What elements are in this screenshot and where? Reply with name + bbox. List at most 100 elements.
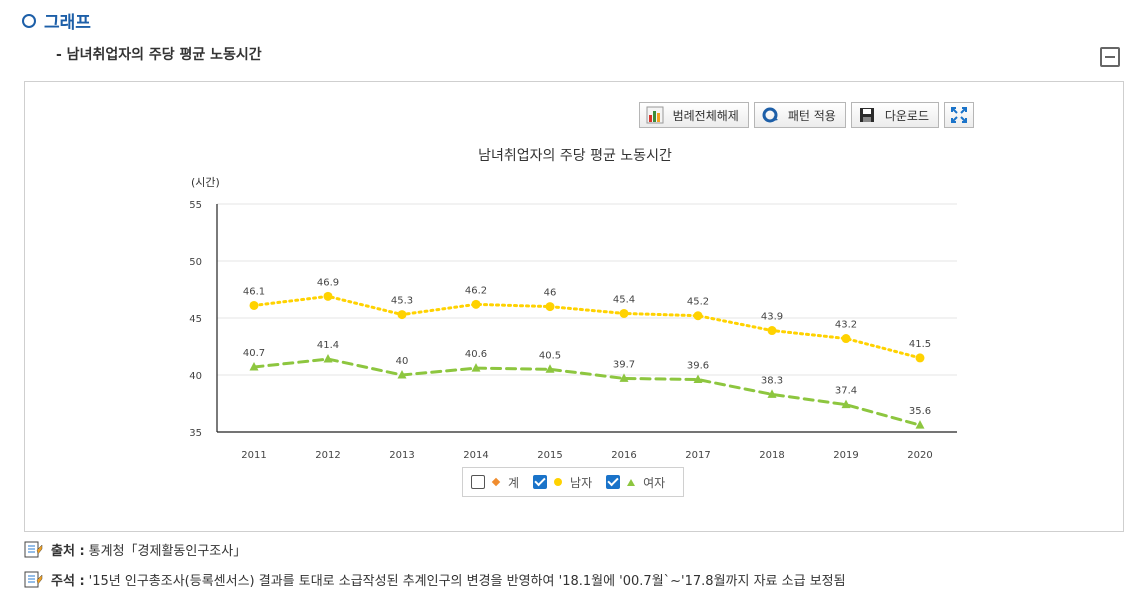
note-label: 주석 : [51,574,85,589]
data-point[interactable] [323,291,333,301]
x-tick-label: 2016 [611,450,636,461]
legend-item-total[interactable]: 계 [471,474,519,491]
y-tick-label: 35 [189,428,202,439]
chart-subtitle: - 남녀취업자의 주당 평균 노동시간 [56,47,262,63]
pattern-apply-button[interactable]: 패턴 적용 [753,102,846,128]
y-tick-label: 45 [189,314,202,325]
collapse-minus-icon[interactable] [1100,47,1120,67]
legend-checkbox-total[interactable] [471,475,485,489]
series-line [252,357,922,427]
data-point[interactable] [915,420,925,429]
data-label: 45.4 [613,294,635,305]
data-label: 45.2 [687,297,709,308]
data-label: 46.1 [243,286,265,297]
legend-label-total: 계 [508,475,520,490]
legend-item-female[interactable]: 여자 [606,474,665,491]
x-tick-label: 2017 [685,450,710,461]
chart-title: 남녀취업자의 주당 평균 노동시간 [478,148,672,164]
data-point[interactable] [249,300,259,310]
chart-axes: 35 40 45 50 55 2011 2012 2013 2014 2015 2016 2017 20… [189,200,957,461]
y-tick-label: 40 [189,371,202,382]
series-line [252,294,922,360]
triangle-marker-icon [627,478,636,486]
save-disk-icon [859,108,874,122]
source-label: 출처 : [51,544,85,559]
x-tick-label: 2014 [463,450,488,461]
data-point[interactable] [619,308,629,318]
data-point[interactable] [471,363,481,372]
book-note-icon [24,571,43,588]
data-label: 40 [396,356,409,367]
legend-toggle-button[interactable]: 범례전체해제 [638,102,749,128]
data-point[interactable] [767,389,777,398]
series-female: 40.7 41.4 40 40.6 40.5 39.7 39.6 38.3 37.4 35.6 [243,340,931,429]
data-point[interactable] [693,311,703,321]
x-tick-label: 2018 [759,450,784,461]
data-label: 43.2 [835,320,857,331]
y-axis-unit-label: (시간) [191,176,220,189]
data-point[interactable] [693,374,703,384]
data-point[interactable] [397,370,407,379]
data-point[interactable] [915,353,925,363]
section-title-text: 그래프 [44,13,91,33]
series-male: 46.1 46.9 45.3 46.2 46 45.4 45.2 43.9 43.2 41.5 [243,277,931,363]
legend-label-female: 여자 [643,475,666,490]
data-point[interactable] [841,334,851,344]
data-point[interactable] [619,373,629,382]
x-tick-label: 2013 [389,450,414,461]
data-label: 40.5 [539,350,561,361]
legend-toggle-label: 범례전체해제 [672,108,739,123]
line-chart: 남녀취업자의 주당 평균 노동시간 (시간) 35 40 45 50 55 2011 201… [189,148,957,461]
data-label: 40.7 [243,348,265,359]
source-note: 출처 : 통계청「경제활동인구조사」 [24,540,246,559]
circle-marker-icon [554,478,563,486]
x-tick-label: 2012 [315,450,340,461]
data-point[interactable] [767,326,777,336]
legend-label-male: 남자 [570,475,593,490]
section-title: 그래프 [22,8,91,33]
chart-legend: 계 남자 여자 [462,467,684,497]
circle-bullet-icon [22,13,36,28]
x-tick-label: 2020 [907,450,932,461]
data-label: 46.9 [317,277,339,288]
legend-checkbox-female[interactable] [606,475,621,489]
note-text: '15년 인구총조사(등록센서스) 결과를 토대로 소급작성된 추계인구의 변경… [88,574,846,589]
expand-arrows-icon [951,107,967,123]
y-tick-label: 55 [189,200,202,211]
data-label: 46.2 [465,285,487,296]
footnote: 주석 : '15년 인구총조사(등록센서스) 결과를 토대로 소급작성된 추계인… [24,570,846,589]
diamond-marker-icon [491,477,501,487]
data-label: 37.4 [835,386,857,397]
data-label: 38.3 [761,375,783,386]
download-label: 다운로드 [884,108,929,123]
chart-toolbar: 범례전체해제 패턴 적용 다운로드 [638,102,939,128]
bar-chart-icon [646,106,664,124]
data-label: 40.6 [465,349,487,360]
download-button[interactable]: 다운로드 [850,102,939,128]
data-point[interactable] [545,302,555,312]
data-label: 46 [544,288,557,299]
data-label: 43.9 [761,312,783,323]
legend-item-male[interactable]: 남자 [533,474,592,491]
x-tick-label: 2011 [241,450,266,461]
chart-panel: 범례전체해제 패턴 적용 다운로드 남녀취업자의 주당 평균 [24,81,1124,532]
data-label: 41.4 [317,340,339,351]
x-tick-label: 2015 [537,450,562,461]
data-label: 39.7 [613,359,635,370]
data-label: 39.6 [687,361,709,372]
legend-checkbox-male[interactable] [533,475,548,489]
data-point[interactable] [397,310,407,320]
pattern-apply-label: 패턴 적용 [787,108,836,123]
data-point[interactable] [545,364,555,373]
x-tick-label: 2019 [833,450,858,461]
y-tick-label: 50 [189,257,202,268]
data-label: 45.3 [391,296,413,307]
refresh-icon [762,107,778,123]
data-point[interactable] [323,354,333,363]
book-note-icon [24,541,43,558]
data-point[interactable] [841,399,851,409]
fullscreen-button[interactable] [944,102,974,128]
data-point[interactable] [471,299,481,309]
data-point[interactable] [249,362,259,371]
